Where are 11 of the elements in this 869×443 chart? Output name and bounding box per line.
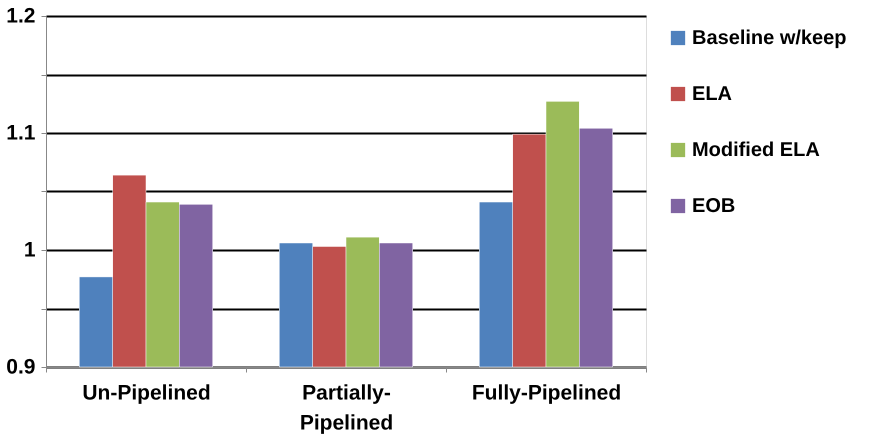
x-tick-label: Un-Pipelined xyxy=(82,382,211,404)
legend-label: Modified ELA xyxy=(692,139,820,161)
legend-label: Baseline w/keep xyxy=(692,27,847,49)
legend-label: EOB xyxy=(692,195,736,217)
y-tick-label: 0.9 xyxy=(6,356,36,378)
y-tick-label: 1 xyxy=(24,238,36,262)
legend-label: ELA xyxy=(692,83,732,105)
x-tick-label: Fully-Pipelined xyxy=(472,382,622,404)
x-tick-label: Partially- Pipelined xyxy=(300,382,394,434)
y-tick-label: 1.2 xyxy=(6,4,36,28)
y-tick-label: 1.1 xyxy=(6,122,36,144)
